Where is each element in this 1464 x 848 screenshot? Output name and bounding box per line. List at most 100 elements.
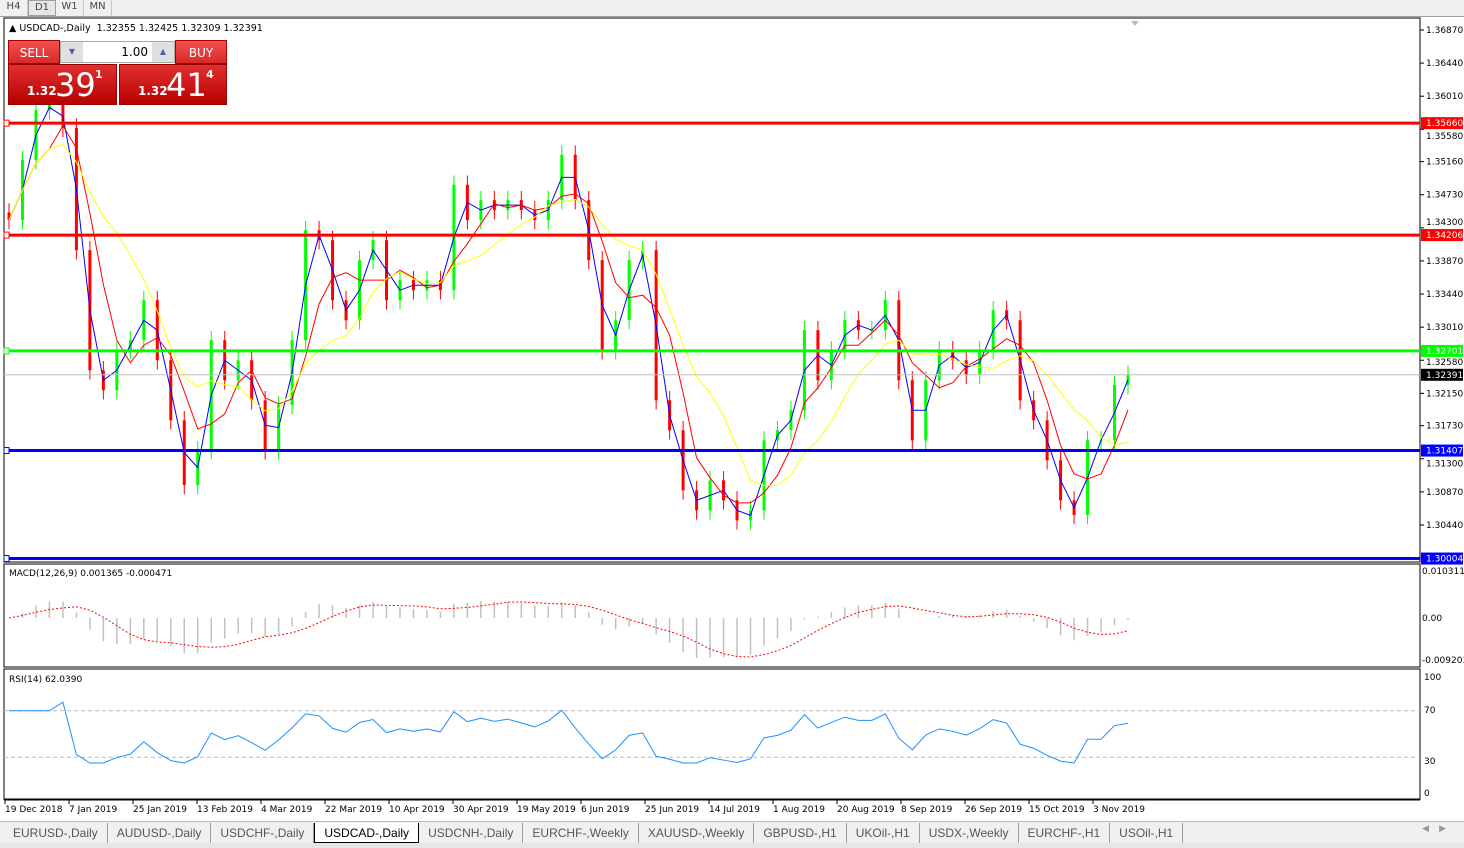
- date-label: 6 Jun 2019: [581, 805, 630, 815]
- horizontal-levels: [3, 119, 1420, 563]
- main-panel: [3, 17, 1421, 563]
- sell-button[interactable]: SELL: [8, 40, 60, 64]
- current-price-label: 1.32391: [1426, 371, 1463, 381]
- level-handle: [3, 347, 10, 355]
- date-label: 15 Oct 2019: [1029, 805, 1085, 815]
- date-label: 22 Mar 2019: [325, 805, 382, 815]
- symbol-tab[interactable]: XAUUSD-,Weekly: [639, 823, 755, 843]
- level-price-badge: [1421, 117, 1463, 130]
- price-axis: 1.36870 1.36440 1.36010 1.35580 1.35160 1.347…: [1420, 26, 1463, 565]
- date-label: 4 Mar 2019: [261, 805, 313, 815]
- price-tick-label: 1.34730: [1426, 191, 1463, 201]
- price-tick-label: 1.31730: [1426, 422, 1463, 432]
- timeframe-toolbar: H4 D1 W1 MN: [0, 0, 1464, 17]
- price-tick-label: 1.34300: [1426, 218, 1463, 228]
- symbol-tabs: EURUSD-,Daily AUDUSD-,Daily USDCHF-,Daily U…: [0, 821, 1420, 843]
- sell-price-sup: 1: [95, 68, 103, 81]
- timeframe-h4[interactable]: H4: [0, 0, 28, 16]
- symbol-tab[interactable]: USDCAD-,Daily: [314, 823, 420, 843]
- lot-increase-icon[interactable]: ▲: [152, 42, 174, 62]
- buy-button[interactable]: BUY: [175, 40, 227, 64]
- lot-size-input[interactable]: 1.00: [83, 42, 152, 62]
- date-label: 7 Jan 2019: [69, 805, 117, 815]
- rsi-label: RSI(14) 62.0390: [9, 675, 82, 685]
- level-price-badge: [1421, 229, 1463, 242]
- collapse-triangle-icon[interactable]: ▲: [9, 23, 17, 34]
- sell-price-big: 39: [55, 66, 96, 104]
- date-label: 25 Jan 2019: [133, 805, 187, 815]
- timeframe-d1[interactable]: D1: [28, 0, 56, 16]
- level-price-badge: [1421, 552, 1463, 565]
- price-tick-label: 1.30870: [1426, 488, 1463, 498]
- ma-fast-line: [8, 106, 1129, 517]
- shift-marker-icon[interactable]: [1131, 21, 1139, 26]
- tab-scroll-area: [1420, 821, 1464, 843]
- current-price-badge: [1421, 368, 1463, 381]
- price-tick-label: 1.33010: [1426, 323, 1463, 333]
- lot-size-stepper: ▼ 1.00 ▲: [60, 41, 175, 63]
- symbol-tab[interactable]: EURUSD-,Daily: [4, 823, 108, 843]
- date-label: 19 May 2019: [517, 805, 576, 815]
- symbol-tab[interactable]: USDX-,Weekly: [920, 823, 1019, 843]
- timeframe-mn[interactable]: MN: [84, 0, 112, 16]
- price-tick-label: 1.33870: [1426, 257, 1463, 267]
- price-tick-label: 1.36010: [1426, 92, 1463, 102]
- buy-price-big: 41: [166, 66, 207, 104]
- level-price-label: 1.32701: [1426, 347, 1463, 357]
- date-label: 10 Apr 2019: [389, 805, 445, 815]
- date-label: 25 Jun 2019: [645, 805, 699, 815]
- date-label: 14 Jul 2019: [709, 805, 760, 815]
- one-click-trading-panel: SELL ▼ 1.00 ▲ BUY 1.32 39 1 1.32 41 4: [8, 40, 228, 105]
- tab-scroll-arrows-icon[interactable]: ◀▶: [1422, 824, 1456, 834]
- status-strip: [0, 843, 1464, 848]
- timeframe-w1[interactable]: W1: [56, 0, 84, 16]
- level-handle: [3, 119, 10, 127]
- macd-indicator: 0.010311 0.00 -0.009203: [8, 567, 1464, 666]
- price-tick-label: 1.31300: [1426, 460, 1463, 470]
- symbol-tab[interactable]: UKOil-,H1: [847, 823, 920, 843]
- date-label: 26 Sep 2019: [965, 805, 1022, 815]
- moving-averages: [8, 106, 1129, 517]
- macd-tick-label: -0.009203: [1422, 656, 1464, 666]
- price-tick-label: 1.36440: [1426, 59, 1463, 69]
- date-label: 30 Apr 2019: [453, 805, 509, 815]
- rsi-tick-label: 100: [1424, 673, 1441, 683]
- price-tick-label: 1.33440: [1426, 290, 1463, 300]
- symbol-name: USDCAD-,Daily: [19, 23, 91, 34]
- symbol-tab[interactable]: USOil-,H1: [1110, 823, 1184, 843]
- price-tick-label: 1.35580: [1426, 132, 1463, 142]
- buy-price[interactable]: 1.32 41 4: [119, 64, 227, 105]
- buy-price-prefix: 1.32: [138, 84, 168, 98]
- rsi-indicator: 100 70 30 0: [4, 673, 1441, 799]
- ohlc-values: 1.32355 1.32425 1.32309 1.32391: [96, 23, 263, 34]
- date-label: 1 Aug 2019: [773, 805, 825, 815]
- price-tick-label: 1.32150: [1426, 389, 1463, 399]
- symbol-tab[interactable]: AUDUSD-,Daily: [108, 823, 212, 843]
- level-price-label: 1.30004: [1426, 555, 1463, 565]
- rsi-tick-label: 30: [1424, 757, 1436, 767]
- rsi-line: [9, 701, 1129, 764]
- candle-body: [1126, 374, 1130, 385]
- macd-tick-label: 0.00: [1422, 614, 1442, 624]
- ma-mid-line: [8, 124, 1129, 504]
- date-label: 3 Nov 2019: [1093, 805, 1145, 815]
- date-label: 19 Dec 2018: [5, 805, 63, 815]
- level-price-badge: [1421, 444, 1463, 457]
- symbol-tab[interactable]: GBPUSD-,H1: [754, 823, 847, 843]
- candle-body: [7, 212, 11, 221]
- level-handle: [3, 555, 10, 563]
- level-handle: [3, 447, 10, 455]
- sell-price[interactable]: 1.32 39 1: [8, 64, 117, 105]
- level-price-badge: [1421, 344, 1463, 357]
- rsi-tick-label: 70: [1424, 706, 1436, 716]
- lot-decrease-icon[interactable]: ▼: [61, 42, 83, 62]
- date-label: 20 Aug 2019: [837, 805, 895, 815]
- symbol-tab[interactable]: USDCHF-,Daily: [211, 823, 315, 843]
- symbol-tab[interactable]: USDCNH-,Daily: [419, 823, 524, 843]
- symbol-tab[interactable]: EURCHF-,Weekly: [523, 823, 639, 843]
- chart-area[interactable]: 1.36870 1.36440 1.36010 1.35580 1.35160 1.347…: [0, 0, 1464, 821]
- symbol-tab[interactable]: EURCHF-,H1: [1019, 823, 1111, 843]
- price-tick-label: 1.35160: [1426, 158, 1463, 168]
- date-label: 13 Feb 2019: [197, 805, 253, 815]
- price-tick-label: 1.36870: [1426, 26, 1463, 36]
